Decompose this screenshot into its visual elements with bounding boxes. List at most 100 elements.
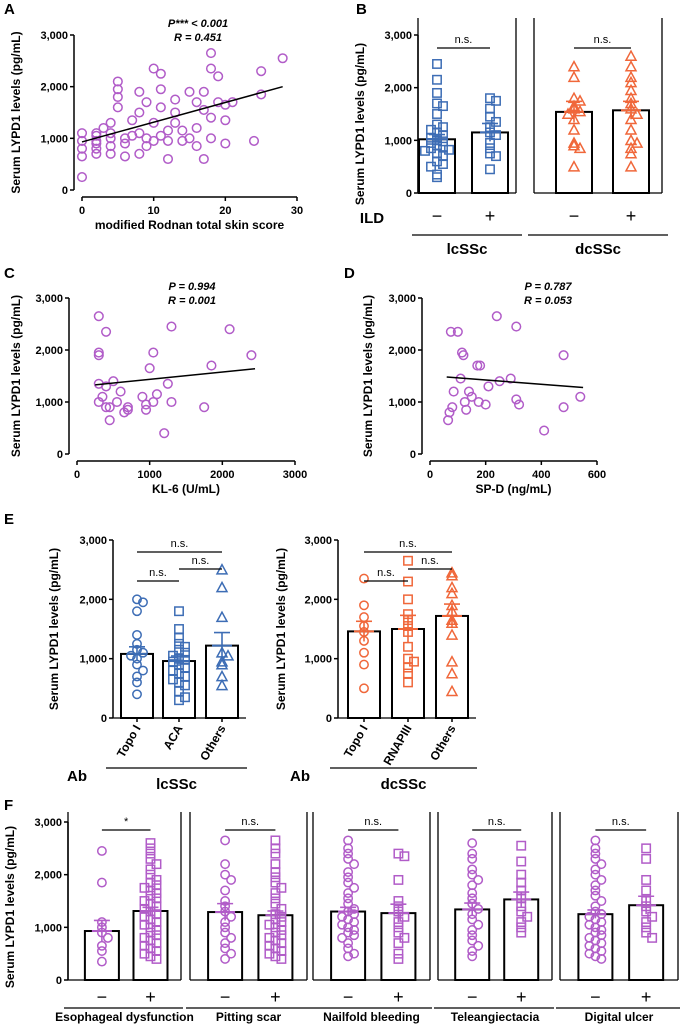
panel-f-0-1-point xyxy=(145,864,156,875)
panel-c-x-tick-label: 1000 xyxy=(137,469,161,481)
panel-f-2-0-point xyxy=(349,930,360,941)
panel-f-0-0-point xyxy=(102,932,113,943)
panel-f-3-1-bar xyxy=(503,898,540,981)
panel-b-lcSSc-0-point xyxy=(432,87,442,98)
panel-a-point xyxy=(76,172,88,183)
panel-d-point xyxy=(511,394,522,405)
panel-a-point xyxy=(162,153,174,165)
panel-a-point xyxy=(184,86,195,97)
panel-f-1-0-point xyxy=(220,885,231,896)
panel-f-3-0-point xyxy=(467,864,478,875)
panel-a-point xyxy=(76,128,88,139)
panel-label-b: B xyxy=(356,1,367,18)
panel-e-lcSSc-2-point xyxy=(215,655,229,667)
panel-f-0-1-point xyxy=(151,859,162,870)
panel-f-3-1-point xyxy=(516,906,527,917)
panel-f-4-0-point xyxy=(590,885,601,896)
panel-b-ild-label: ILD xyxy=(360,210,384,227)
panel-a-point xyxy=(134,86,145,97)
panel-f-1-1-point xyxy=(264,948,275,959)
panel-f-3-0-point xyxy=(467,880,478,891)
panel-f-2-1-point xyxy=(393,953,404,964)
panel-a-point xyxy=(76,151,88,162)
panel-e-y-label: Serum LYPD1 levels (pg/mL) xyxy=(274,548,288,710)
panel-e-lcSSc-0-point xyxy=(132,689,142,700)
panel-a-point xyxy=(191,122,202,134)
panel-f-0-1-point xyxy=(145,843,156,854)
panel-f-2-0-point xyxy=(343,938,354,949)
panel-c-point xyxy=(140,404,152,415)
panel-f-2-0-point xyxy=(343,848,354,859)
panel-e-lcSSc-1-point xyxy=(174,606,184,617)
panel-e-dcSSc-1-point xyxy=(403,641,413,652)
panel-f-1-1-point xyxy=(270,935,281,946)
panel-f-2-1-point xyxy=(393,948,404,959)
panel-f-1-1-point xyxy=(264,940,275,951)
panel-a-x-tick-label: 30 xyxy=(291,205,303,217)
panel-f-0-1-bar xyxy=(132,910,169,981)
panel-d-x-tick-label: 0 xyxy=(427,469,433,481)
panel-f-1-1-point xyxy=(270,867,281,877)
panel-f-4-0-point xyxy=(596,859,607,870)
panel-a-point xyxy=(248,135,260,146)
panel-c-y-tick-label: 0 xyxy=(57,449,63,461)
panel-f-1-1-point xyxy=(270,893,281,904)
panel-a-point xyxy=(134,107,145,118)
panel-f-0-1-point xyxy=(151,953,162,964)
panel-e-x-tick-label: ACA xyxy=(160,722,185,752)
panel-b-ild-category: − xyxy=(569,206,580,226)
panel-a-point xyxy=(177,125,188,136)
panel-f-1-0-point xyxy=(226,948,237,959)
panel-f-3-0-point xyxy=(473,874,484,885)
panel-e-dcSSc-1-point xyxy=(409,656,419,667)
panel-a-y-tick-label: 3,000 xyxy=(40,30,68,42)
panel-f-4-0-point xyxy=(590,848,601,859)
panel-e-dcSSc-2-point xyxy=(445,666,459,679)
panel-e-dcSSc-y-tick-label: 2,000 xyxy=(304,594,332,606)
panel-f-subpanel-label: Esophageal dysfunction xyxy=(55,1010,194,1024)
panel-d-x-tick-label: 600 xyxy=(588,469,606,481)
panel-f-3-0-point xyxy=(473,940,484,951)
panel-c-point xyxy=(148,347,159,358)
panel-f-1-0-point xyxy=(226,874,237,885)
panel-f-4-0-point xyxy=(596,925,607,935)
panel-e-dcSSc-2-point xyxy=(445,566,459,578)
panel-e-dcSSc-0-point xyxy=(359,659,369,670)
panel-label-c: C xyxy=(4,265,15,282)
panel-d-point xyxy=(445,326,456,337)
panel-f-0-0-point xyxy=(96,940,107,951)
panel-a-point xyxy=(148,63,159,74)
panel-f-y-tick-label: 1,000 xyxy=(34,922,62,934)
panel-f-3-0-point xyxy=(467,838,478,849)
panel-c-x-tick-label: 0 xyxy=(74,469,80,481)
panel-d-y-tick-label: 2,000 xyxy=(388,345,416,357)
panel-b-lcSSc-1-point xyxy=(491,116,501,127)
panel-f-3-1-point xyxy=(516,856,527,867)
panel-f-0-0-point xyxy=(96,846,107,856)
panel-f-3-0-point xyxy=(473,919,484,930)
panel-f-0-1-point xyxy=(145,927,156,938)
panel-f-y-label: Serum LYPD1 levels (pg/mL) xyxy=(3,826,17,988)
panel-f-subpanel-label: Digital ulcer xyxy=(585,1010,654,1024)
panel-f-1-1-point xyxy=(270,951,281,962)
panel-f-3-1-point xyxy=(516,927,527,938)
panel-f-1-0-point xyxy=(226,932,237,943)
panel-e-dcSSc-0-point xyxy=(359,573,369,584)
panel-a-point xyxy=(256,66,267,77)
panel-f-subpanel-label: Teleangiectacia xyxy=(451,1010,540,1024)
panel-c-point xyxy=(166,396,177,408)
panel-d-point xyxy=(472,360,483,371)
panel-c-point xyxy=(104,415,115,426)
panel-b-lcSSc-1-point xyxy=(485,103,495,114)
panel-f-category: − xyxy=(343,987,354,1007)
panel-f-0-1-point xyxy=(151,917,162,928)
panel-b-y-tick-label: 3,000 xyxy=(384,30,412,42)
panel-f-0-1-point xyxy=(139,940,150,951)
panel-a-x-tick-label: 20 xyxy=(219,205,231,217)
panel-f-1-1-bar xyxy=(257,914,294,981)
panel-e-lcSSc-1-point xyxy=(180,641,190,652)
panel-f-0-1-point xyxy=(145,890,156,901)
panel-b-lcSSc-0-point xyxy=(426,161,436,172)
panel-f-1-1-point xyxy=(276,925,287,935)
panel-c-y-tick-label: 3,000 xyxy=(35,293,63,305)
